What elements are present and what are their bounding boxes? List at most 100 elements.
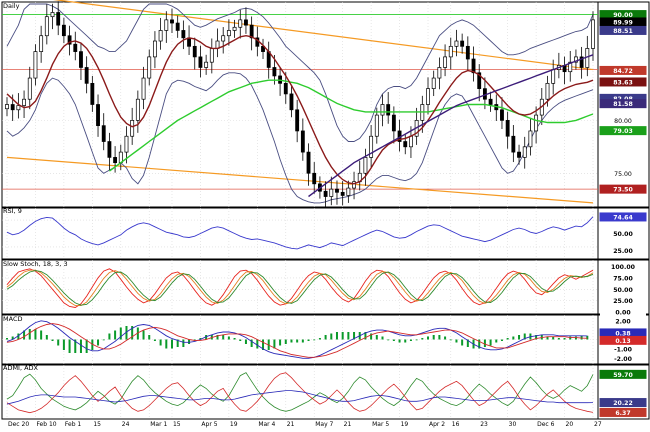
candle-body (437, 67, 442, 79)
macd-value-label-bg (600, 316, 646, 325)
candle-body (574, 56, 578, 63)
macd-value-label: 0.13 (599, 335, 647, 345)
candle-body (84, 67, 89, 84)
price-label-text: 88.51 (613, 28, 633, 35)
candle-body (187, 37, 191, 47)
candle-body (374, 114, 379, 137)
macd-value-label: 2.00 (600, 316, 646, 325)
price-label-bg (599, 184, 647, 194)
candle-body (591, 19, 595, 49)
candle-body (67, 35, 72, 45)
macd-histogram-bar (222, 335, 225, 340)
macd-histogram-bar (108, 333, 111, 340)
x-tick-label: Dec 6 (537, 421, 555, 428)
price-label-bg (599, 126, 647, 136)
macd-histogram-bar (444, 336, 447, 340)
x-tick-label: May 7 (315, 421, 333, 428)
macd-histogram-bar (85, 339, 88, 353)
x-tick-label: Apr 2 (429, 421, 445, 428)
macd-histogram-bar (227, 336, 230, 340)
macd-histogram-bar (466, 339, 469, 347)
macd-histogram-bar (364, 332, 367, 340)
macd-histogram-bar (375, 335, 378, 340)
candle-body (579, 56, 584, 68)
adx-dmi-line (6, 372, 594, 414)
candle-body (386, 104, 391, 116)
macd-histogram-bar (449, 339, 452, 341)
candle-body (192, 45, 197, 58)
macd-histogram-bar (153, 339, 156, 341)
candle-body (221, 35, 226, 42)
candle-body (27, 77, 32, 100)
ma-short-line (6, 34, 594, 185)
candle-body (340, 191, 345, 196)
macd-histogram-bar (330, 333, 333, 340)
macd-histogram-bar (461, 339, 464, 346)
candle-body (460, 40, 465, 47)
stoch-value-label-text: 0.00 (615, 310, 631, 317)
candle-body (198, 56, 203, 68)
adx-dmi-line (6, 390, 594, 405)
macd-value-label-text: 0.13 (615, 338, 630, 345)
macd-histogram-bar (165, 339, 168, 349)
macd-histogram-bar (301, 339, 304, 343)
adx-value-label-bg (599, 398, 647, 408)
stoch-line (6, 269, 594, 307)
price-label-bg (599, 25, 647, 35)
channel-line (52, 0, 594, 71)
macd-histogram-bar (415, 339, 418, 341)
price-label: 73.50 (599, 184, 647, 194)
candle-body (448, 45, 453, 58)
price-label-text: 89.99 (613, 19, 633, 26)
adx-value-label-text: 20.22 (613, 400, 633, 407)
x-tick-label: Apr 5 (201, 421, 217, 428)
macd-histogram-bar (74, 339, 77, 353)
candle-body (300, 130, 305, 153)
candle-body (96, 104, 100, 127)
candle-body (505, 120, 510, 137)
x-tick-label: 16 (452, 421, 460, 428)
adx-value-label: 6.37 (599, 407, 647, 417)
candle-body (272, 67, 277, 77)
candle-body (352, 181, 356, 189)
macd-histogram-bar (199, 338, 202, 340)
candle-body (73, 43, 78, 52)
x-tick-label: 27 (594, 421, 602, 428)
stoch-value-label-text: 50.00 (613, 287, 633, 294)
macd-histogram-bar (11, 336, 14, 340)
candle-body (181, 30, 186, 39)
candle-body (477, 72, 482, 89)
candle-body (551, 69, 556, 84)
macd-histogram-bar (290, 339, 293, 343)
macd-histogram-bar (353, 332, 356, 340)
adx-value-label-text: 6.37 (615, 410, 630, 417)
candle-body (44, 16, 49, 37)
adx-value-label-bg (599, 369, 647, 379)
macd-histogram-bar (170, 339, 173, 349)
stoch-value-label-text: 75.00 (613, 275, 633, 282)
macd-histogram-bar (176, 339, 179, 347)
candle-body (113, 157, 118, 164)
rsi-value-label-text: 50.00 (613, 231, 633, 238)
macd-value-label-text: 2.00 (615, 318, 631, 325)
macd-histogram-bar (51, 339, 54, 341)
macd-value-label: -2.00 (600, 354, 646, 363)
candle-body (79, 51, 83, 68)
macd-value-label-text: -1.00 (614, 346, 633, 353)
candle-body (101, 125, 106, 142)
macd-histogram-bar (142, 330, 145, 340)
macd-histogram-bar (506, 338, 509, 340)
candle-body (335, 188, 339, 193)
macd-histogram-bar (489, 339, 492, 346)
candle-body (380, 104, 385, 116)
channel-line (6, 156, 594, 204)
macd-histogram-bar (341, 332, 344, 340)
candle-body (346, 187, 351, 196)
price-label-bg (599, 77, 647, 87)
panel-title-macd: MACD (3, 315, 22, 323)
macd-histogram-bar (563, 338, 566, 340)
panel-title-adx: ADMI, ADX (3, 364, 39, 372)
candle-body (517, 151, 521, 158)
macd-histogram-bar (296, 339, 299, 343)
candle-body (403, 141, 408, 148)
